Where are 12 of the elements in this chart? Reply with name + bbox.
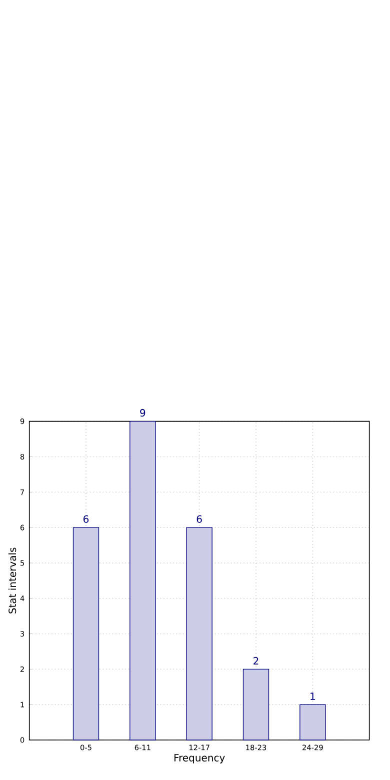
bar	[242, 668, 270, 740]
bar	[186, 527, 212, 740]
x-axis-title: Frequency	[174, 754, 225, 764]
bar	[72, 527, 100, 740]
bar	[130, 420, 156, 740]
bar	[300, 704, 326, 740]
y-axis-title: Stat intervals	[8, 548, 16, 614]
data-label: 1	[310, 692, 315, 700]
data-label: 6	[196, 515, 202, 523]
data-label: 9	[140, 409, 146, 417]
data-label: 6	[84, 515, 89, 523]
data-label: 2	[254, 657, 258, 664]
